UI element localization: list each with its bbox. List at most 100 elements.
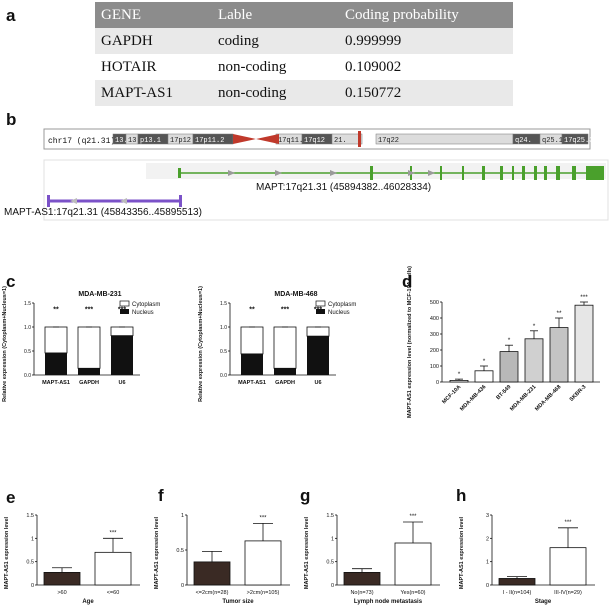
y-axis-label: MAPT-AS1 expression level (304, 516, 310, 589)
significance-label: *** (564, 520, 572, 526)
mapt-exon (512, 166, 514, 180)
mapt-exon (440, 166, 442, 180)
x-axis-label: Age (82, 599, 94, 605)
track-background (146, 163, 606, 179)
significance-label: *** (409, 514, 417, 520)
y-tick-label: 0.5 (24, 349, 31, 355)
mapt-exon (178, 168, 181, 178)
x-tick-label: MCF-10A (441, 384, 462, 405)
header-gene: GENE (95, 2, 212, 28)
bar-cytoplasm (44, 326, 68, 354)
coding-probability-table: GENE Lable Coding probability GAPDH codi… (95, 2, 513, 106)
strand-arrow (275, 170, 282, 176)
y-tick-label: 0 (436, 380, 439, 386)
x-tick-label: <=2cm(n=28) (196, 590, 229, 596)
band-label: 13.2 (128, 137, 145, 145)
y-tick-label: 0 (31, 583, 34, 589)
legend-label-cytoplasm: Cytoplasm (132, 302, 160, 308)
bar (449, 380, 469, 383)
chart-mda-mb-468-fraction: MDA-MB-468 Relative expression (Cytoplasm… (198, 286, 356, 402)
y-tick-label: 1.0 (24, 325, 31, 331)
panel-label-e: e (6, 488, 16, 507)
x-tick-label: <=60 (107, 590, 120, 596)
significance-label: ** (53, 307, 59, 314)
y-tick-label: 1.5 (26, 513, 34, 519)
y-axis-label: MAPT-AS1 expression level (154, 516, 160, 589)
x-tick-label: No(n=73) (350, 590, 373, 596)
y-tick-label: 0.5 (326, 560, 334, 566)
y-tick-label: 1 (486, 560, 489, 566)
table-row: MAPT-AS1 non-coding 0.150772 (95, 80, 513, 106)
x-tick-label: I - II(n=104) (503, 590, 532, 596)
x-tick-label: SKBR-3 (569, 384, 588, 403)
bar (474, 370, 494, 383)
band-label: 17q25.3 (564, 137, 593, 145)
x-tick-label: U6 (118, 380, 125, 386)
strand-arrow (70, 198, 77, 204)
strand-arrow (330, 170, 337, 176)
panel-label-h: h (456, 486, 467, 505)
x-tick-label: MDA-MB-436 (459, 384, 487, 412)
panel-label-c: c (6, 272, 16, 291)
strand-arrow (428, 170, 435, 176)
bar (193, 561, 231, 586)
y-tick-label: 0.5 (220, 349, 227, 355)
chromosome-label: chr17 (q21.31) (48, 137, 115, 146)
y-tick-label: 3 (486, 513, 489, 519)
table-row: GAPDH coding 0.999999 (95, 28, 513, 54)
legend-label-nucleus: Nucleus (132, 310, 154, 316)
panel-label-f: f (158, 486, 164, 505)
x-tick-label: GAPDH (275, 380, 295, 386)
band-label: 17q12 (304, 137, 325, 145)
x-axis-label: Lymph node metastasis (354, 599, 423, 605)
chart-cell-line-expression: MAPT-AS1 expression level (normalized to… (407, 266, 600, 418)
significance-label: ** (556, 310, 562, 317)
bar (574, 304, 594, 383)
x-tick-label: MAPT-AS1 (238, 380, 266, 386)
centromere-left (233, 134, 256, 144)
y-axis-label: Relative expression (Cytoplasm+Nucleus=1… (198, 286, 204, 402)
significance-label: ** (249, 307, 255, 314)
mapt-label: MAPT:17q21.31 (45894382..46028334) (256, 182, 431, 193)
locus-marker (358, 131, 361, 147)
significance-label: *** (109, 530, 117, 536)
band-label: p13.1 (140, 137, 161, 145)
strand-arrow (120, 198, 127, 204)
band-label: 17p11.2 (195, 137, 224, 145)
y-tick-label: 0 (331, 583, 334, 589)
chart-mda-mb-231-fraction: MDA-MB-231 Relative expression (Cytoplasm… (2, 286, 160, 402)
bar (524, 338, 544, 383)
significance-label: * (483, 358, 486, 365)
x-tick-label: MDA-MB-468 (534, 384, 562, 412)
bar-nucleus (78, 368, 100, 375)
legend-label-cytoplasm: Cytoplasm (328, 302, 356, 308)
bar (343, 572, 381, 586)
bar-cytoplasm (306, 326, 330, 337)
chart-title: MDA-MB-231 (78, 291, 121, 298)
strand-arrow (228, 170, 235, 176)
cell-probability: 0.109002 (339, 54, 513, 80)
bar (549, 327, 569, 383)
bar (499, 351, 519, 383)
mapt-exon (462, 166, 464, 180)
bar (43, 572, 81, 586)
table-row: HOTAIR non-coding 0.109002 (95, 54, 513, 80)
y-tick-label: 0.5 (26, 560, 34, 566)
mapt-exon (556, 166, 560, 180)
bar-cytoplasm (110, 326, 134, 337)
band-label: 17q11.2 (278, 137, 307, 145)
cell-gene: GAPDH (95, 28, 212, 54)
mapt-exon (370, 166, 373, 180)
band-label: q25.1 (542, 137, 563, 145)
chromosome-band (561, 133, 589, 145)
significance-label: * (533, 323, 536, 330)
y-tick-label: 0.5 (176, 548, 184, 554)
bar-nucleus (45, 352, 67, 375)
y-tick-label: 300 (430, 332, 439, 338)
bar (94, 551, 132, 586)
bar (244, 540, 282, 586)
y-tick-label: 1.0 (220, 325, 227, 331)
y-tick-label: 0 (486, 583, 489, 589)
y-tick-label: 1.5 (326, 513, 334, 519)
mapt-as1-label: MAPT-AS1:17q21.31 (45843356..45895513) (4, 207, 202, 218)
